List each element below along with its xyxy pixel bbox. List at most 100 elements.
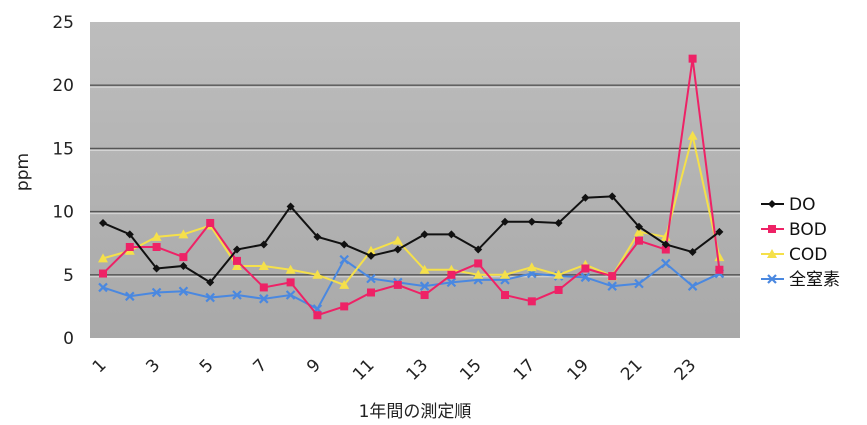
data-point	[420, 291, 429, 300]
data-point	[447, 230, 456, 239]
data-point	[608, 192, 617, 201]
x-axis-label: 1年間の測定順	[359, 402, 472, 422]
data-point	[474, 259, 483, 268]
data-point	[99, 218, 107, 227]
data-point	[259, 283, 268, 292]
data-point	[313, 311, 322, 320]
data-point	[366, 273, 376, 284]
data-point	[232, 290, 242, 300]
data-point	[687, 130, 698, 140]
data-point	[206, 218, 215, 227]
legend-item: DO	[761, 195, 815, 215]
data-point	[419, 281, 430, 291]
data-point	[312, 269, 323, 279]
data-point	[446, 277, 457, 288]
data-point	[527, 297, 536, 306]
data-point	[206, 278, 215, 287]
data-point	[554, 218, 563, 227]
data-point	[98, 282, 108, 293]
x-tick-label: 21	[617, 355, 646, 384]
x-tick-label: 19	[563, 355, 592, 384]
x-tick-label: 11	[349, 355, 378, 384]
data-point	[285, 290, 296, 300]
data-point	[634, 226, 644, 236]
data-point	[151, 231, 162, 241]
data-point	[474, 245, 483, 254]
data-point	[313, 232, 322, 241]
data-point	[125, 242, 134, 251]
data-point	[125, 291, 135, 302]
data-point	[152, 242, 161, 251]
data-point	[634, 278, 644, 289]
data-point	[715, 227, 724, 236]
data-point	[392, 235, 403, 245]
x-tick-label: 1	[89, 355, 111, 377]
x-tick-label: 23	[671, 355, 700, 384]
data-point	[152, 264, 161, 273]
legend-label: BOD	[789, 220, 827, 240]
data-point	[286, 278, 295, 287]
data-point	[419, 264, 430, 274]
data-point	[339, 254, 349, 265]
data-point	[259, 294, 269, 304]
data-point	[340, 302, 349, 311]
data-point	[258, 260, 269, 270]
data-point	[340, 240, 349, 249]
legend-label: 全窒素	[789, 270, 840, 290]
data-point	[98, 253, 108, 263]
data-point	[501, 291, 509, 300]
data-point	[179, 253, 188, 262]
data-point	[608, 272, 617, 281]
data-point	[661, 245, 670, 254]
y-tick-label: 0	[63, 329, 74, 349]
legend-item: 全窒素	[761, 270, 840, 290]
data-point	[607, 281, 617, 291]
data-point	[580, 272, 591, 283]
legend-marker	[768, 200, 776, 208]
data-point	[99, 269, 107, 278]
legend-marker	[768, 225, 776, 233]
data-point	[473, 269, 484, 279]
data-point	[339, 279, 350, 289]
data-point	[233, 256, 241, 265]
y-tick-label: 5	[63, 266, 74, 286]
legend-item: BOD	[761, 220, 827, 240]
legend-label: DO	[789, 195, 815, 215]
y-tick-label: 25	[52, 13, 74, 33]
data-point	[286, 202, 295, 211]
legend: DO BOD COD 全窒素	[754, 189, 862, 293]
data-point	[393, 280, 402, 289]
data-point	[125, 230, 134, 239]
x-tick-label: 5	[196, 355, 218, 377]
data-point	[367, 251, 375, 260]
x-tick-label: 9	[303, 355, 325, 377]
data-point	[526, 262, 537, 272]
legend-item: COD	[761, 245, 827, 265]
data-point	[553, 269, 564, 279]
data-point	[635, 222, 643, 231]
data-point	[151, 287, 162, 298]
data-point	[259, 240, 268, 249]
data-point	[285, 264, 296, 274]
y-tick-label: 10	[52, 203, 74, 223]
legend-label: COD	[789, 245, 827, 265]
data-point	[581, 264, 590, 273]
data-point	[420, 230, 429, 239]
series-1	[99, 54, 724, 320]
data-point	[393, 245, 402, 254]
data-point	[366, 245, 376, 255]
legend-marker	[767, 249, 777, 258]
series-layer	[98, 54, 725, 320]
data-point	[233, 245, 241, 254]
data-point	[179, 261, 188, 270]
x-tick-label: 7	[250, 355, 272, 377]
data-point	[367, 288, 375, 297]
data-point	[178, 229, 189, 239]
data-point	[688, 248, 697, 257]
x-tick-label: 15	[456, 355, 485, 384]
series-line	[102, 195, 721, 284]
y-axis-ticks: 0 5 10 15 20 25	[52, 13, 74, 349]
data-point	[635, 236, 643, 245]
data-point	[715, 265, 724, 274]
